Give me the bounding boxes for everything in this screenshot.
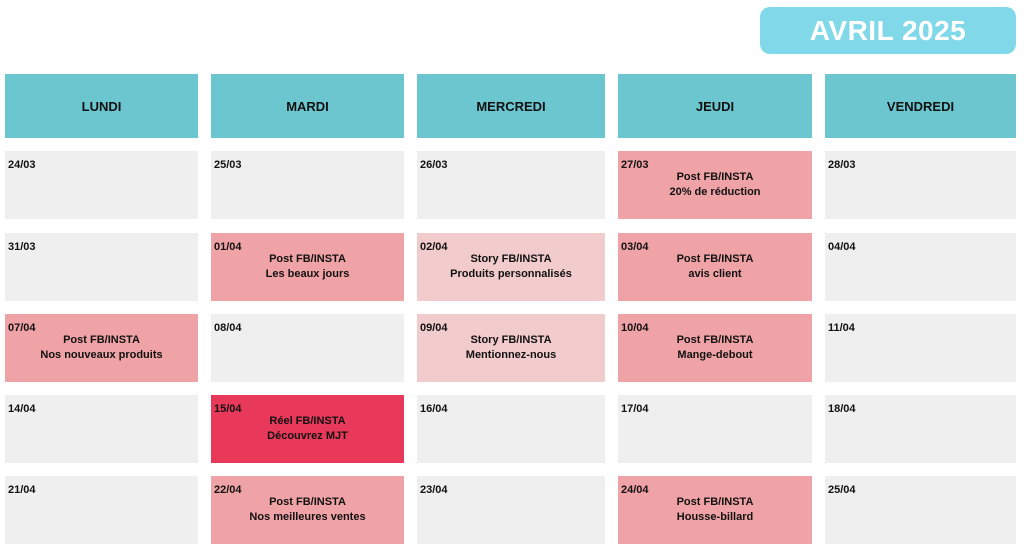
cell-date: 04/04 [828, 241, 856, 253]
calendar-cell[interactable]: 03/04 Post FB/INSTA avis client [618, 233, 812, 301]
cell-post-topic: 20% de réduction [669, 186, 761, 198]
calendar-cell[interactable]: 24/03 [5, 151, 198, 219]
cell-post-topic: Mentionnez-nous [465, 349, 557, 361]
month-title: AVRIL 2025 [760, 7, 1016, 54]
cell-date: 11/04 [828, 322, 855, 334]
calendar-cell[interactable]: 26/03 [417, 151, 605, 219]
cell-date: 31/03 [8, 241, 36, 253]
cell-date: 15/04 [214, 403, 242, 415]
cell-post-type: Post FB/INSTA [269, 253, 346, 265]
calendar-cell[interactable]: 16/04 [417, 395, 605, 463]
calendar-cell[interactable]: 17/04 [618, 395, 812, 463]
cell-date: 24/04 [621, 484, 649, 496]
calendar-cell[interactable]: 27/03 Post FB/INSTA 20% de réduction [618, 151, 812, 219]
cell-post-topic: avis client [688, 268, 742, 280]
cell-post-topic: Les beaux jours [265, 268, 350, 280]
calendar-cell[interactable]: 23/04 [417, 476, 605, 544]
cell-post-type: Story FB/INSTA [470, 253, 552, 265]
calendar-cell[interactable]: 02/04 Story FB/INSTA Produits personnalisé… [417, 233, 605, 301]
day-header-thursday: JEUDI [618, 74, 812, 138]
cell-post-type: Post FB/INSTA [676, 334, 754, 346]
calendar-cell[interactable]: 08/04 [211, 314, 404, 382]
day-header-monday: LUNDI [5, 74, 198, 138]
calendar-cell[interactable]: 25/03 [211, 151, 404, 219]
calendar-cell[interactable]: 25/04 [825, 476, 1016, 544]
calendar-cell[interactable]: 14/04 [5, 395, 198, 463]
cell-post-type: Post FB/INSTA [676, 253, 754, 265]
cell-post-type: Story FB/INSTA [470, 334, 552, 346]
cell-date: 27/03 [621, 159, 649, 171]
calendar-cell[interactable]: 21/04 [5, 476, 198, 544]
day-header-tuesday: MARDI [211, 74, 404, 138]
cell-post-topic: Housse-billard [676, 511, 754, 523]
cell-date: 09/04 [420, 322, 448, 334]
day-header-wednesday: MERCREDI [417, 74, 605, 138]
cell-date: 07/04 [8, 322, 36, 334]
cell-post-topic: Produits personnalisés [450, 268, 572, 280]
calendar-cell[interactable]: 10/04 Post FB/INSTA Mange-debout [618, 314, 812, 382]
cell-date: 08/04 [214, 322, 242, 334]
calendar-cell[interactable]: 22/04 Post FB/INSTA Nos meilleures ventes [211, 476, 404, 544]
cell-post-topic: Mange-debout [677, 349, 753, 361]
cell-date: 10/04 [621, 322, 649, 334]
cell-date: 28/03 [828, 159, 856, 171]
cell-date: 18/04 [828, 403, 856, 415]
cell-date: 02/04 [420, 241, 448, 253]
cell-date: 14/04 [8, 403, 36, 415]
cell-date: 16/04 [420, 403, 448, 415]
cell-post-type: Post FB/INSTA [676, 171, 754, 183]
cell-date: 01/04 [214, 241, 242, 253]
cell-post-type: Réel FB/INSTA [269, 415, 346, 427]
cell-date: 26/03 [420, 159, 448, 171]
cell-post-topic: Nos meilleures ventes [249, 511, 366, 523]
calendar-cell[interactable]: 01/04 Post FB/INSTA Les beaux jours [211, 233, 404, 301]
cell-date: 22/04 [214, 484, 242, 496]
calendar-cell[interactable]: 24/04 Post FB/INSTA Housse-billard [618, 476, 812, 544]
calendar-cell[interactable]: 31/03 [5, 233, 198, 301]
cell-post-type: Post FB/INSTA [63, 334, 140, 346]
cell-date: 25/04 [828, 484, 856, 496]
calendar-cell[interactable]: 11/04 [825, 314, 1016, 382]
calendar-cell[interactable]: 28/03 [825, 151, 1016, 219]
calendar-cell[interactable]: 04/04 [825, 233, 1016, 301]
calendar-cell[interactable]: 07/04 Post FB/INSTA Nos nouveaux produits [5, 314, 198, 382]
cell-date: 17/04 [621, 403, 649, 415]
cell-post-topic: Découvrez MJT [267, 430, 348, 442]
cell-date: 03/04 [621, 241, 649, 253]
cell-post-topic: Nos nouveaux produits [40, 349, 163, 361]
cell-date: 23/04 [420, 484, 448, 496]
cell-date: 21/04 [8, 484, 36, 496]
day-header-friday: VENDREDI [825, 74, 1016, 138]
calendar-cell[interactable]: 09/04 Story FB/INSTA Mentionnez-nous [417, 314, 605, 382]
cell-post-type: Post FB/INSTA [269, 496, 346, 508]
cell-post-type: Post FB/INSTA [676, 496, 754, 508]
cell-date: 24/03 [8, 159, 36, 171]
calendar-cell[interactable]: 18/04 [825, 395, 1016, 463]
calendar-cell[interactable]: 15/04 Réel FB/INSTA Découvrez MJT [211, 395, 404, 463]
cell-date: 25/03 [214, 159, 242, 171]
